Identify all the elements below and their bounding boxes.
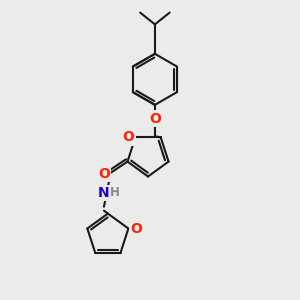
Text: O: O — [149, 112, 161, 126]
Text: O: O — [122, 130, 134, 144]
Text: H: H — [110, 187, 120, 200]
Text: O: O — [130, 221, 142, 236]
Text: O: O — [98, 167, 110, 181]
Text: N: N — [98, 186, 110, 200]
